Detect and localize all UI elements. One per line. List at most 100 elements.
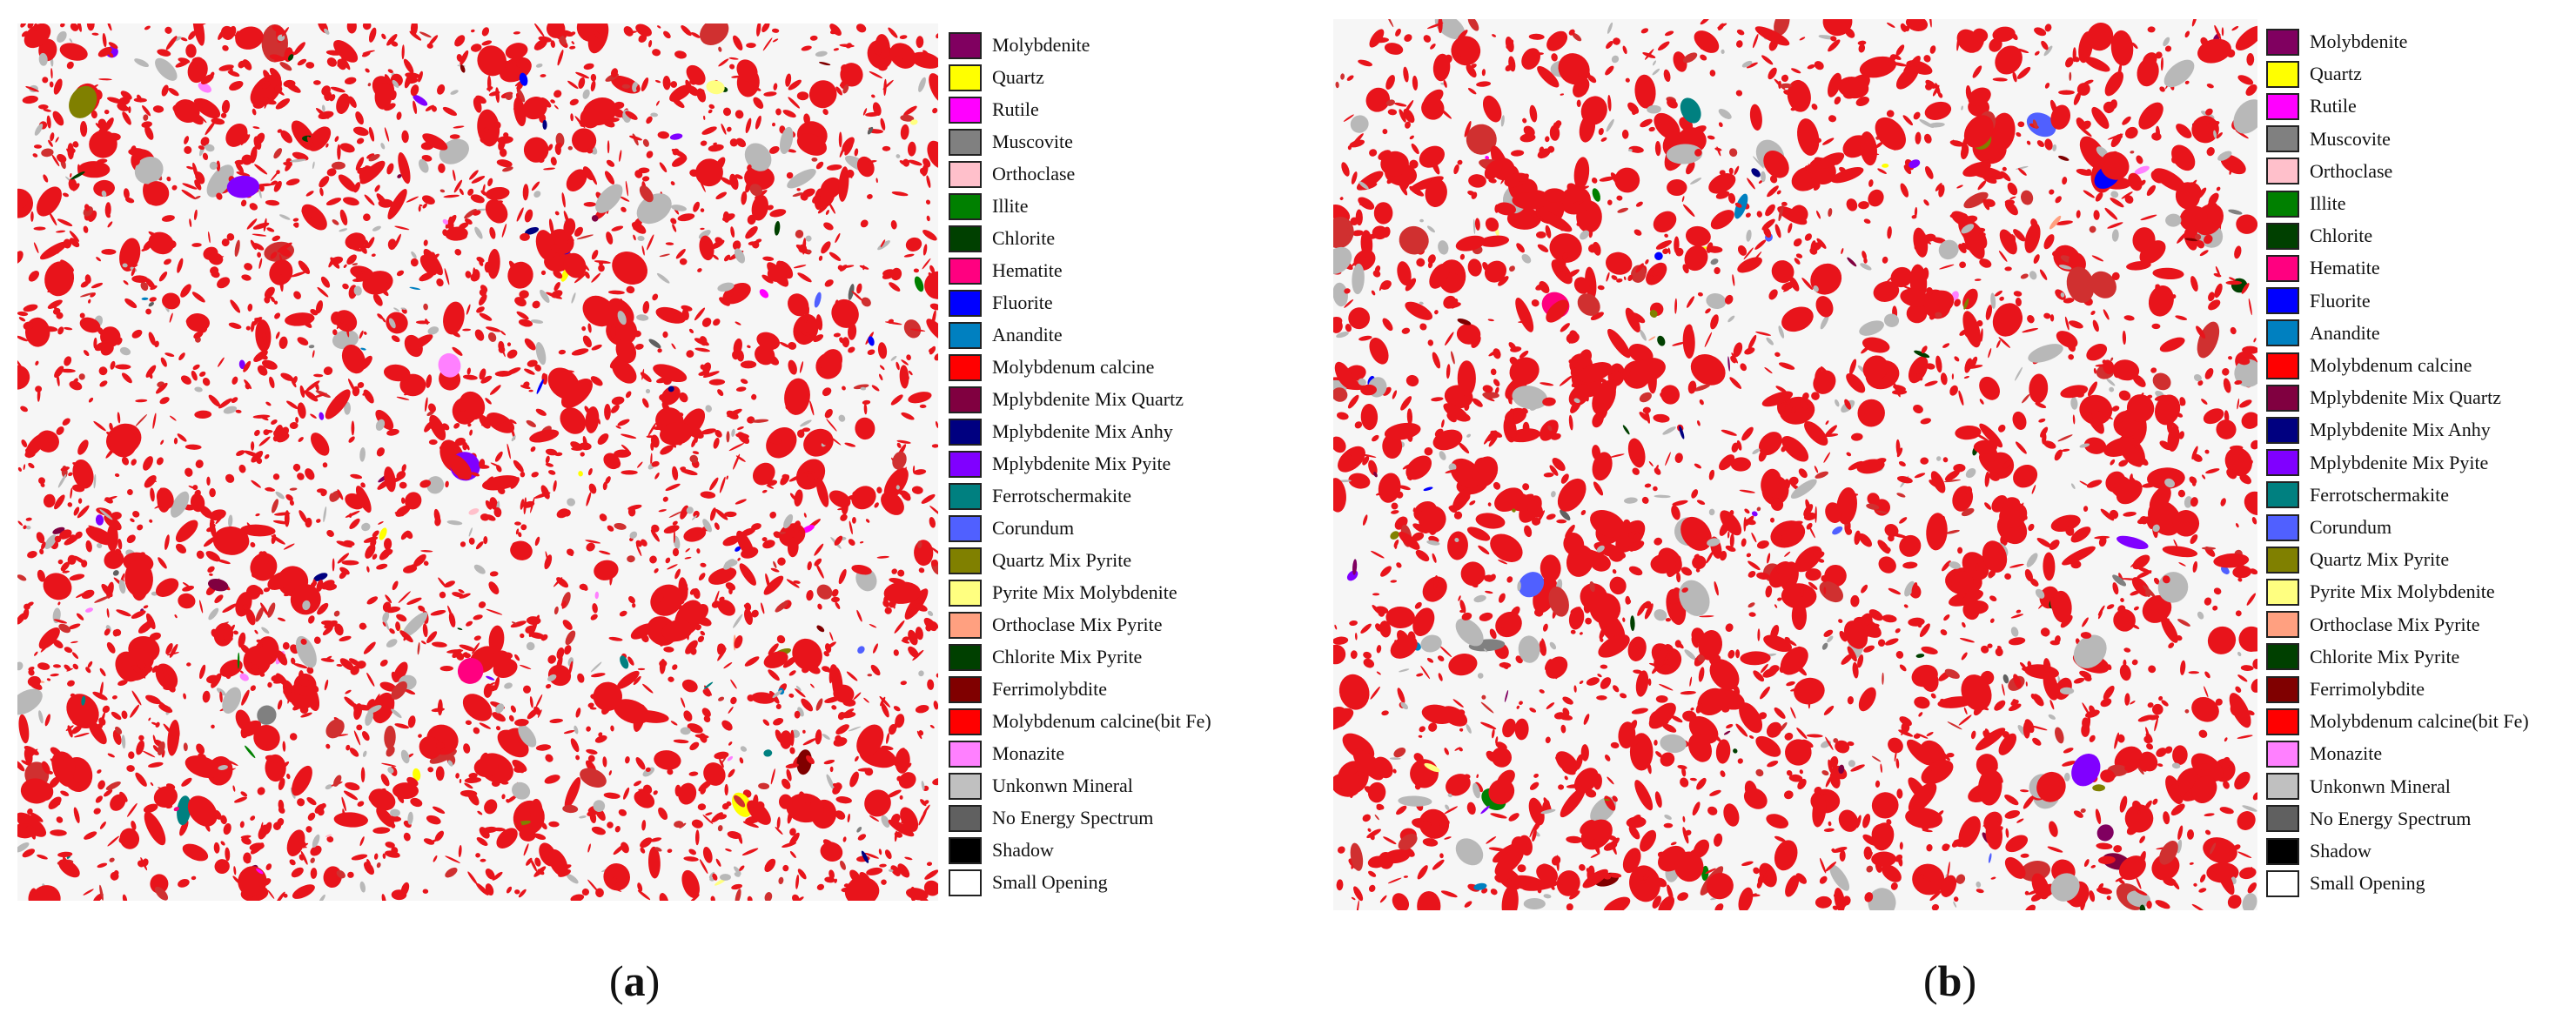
legend-swatch [2266,449,2299,477]
legend-label: Molybdenum calcine [2310,354,2472,376]
legend-item: No Energy Spectrum [949,802,1153,834]
legend-swatch [2266,28,2299,56]
legend-item: Hematite [2266,252,2380,284]
legend-swatch [2266,190,2299,218]
legend-swatch [2266,384,2299,412]
legend-item: Molybdenum calcine(bit Fe) [949,706,1211,737]
legend-label: Muscovite [2310,127,2391,150]
legend-item: Mplybdenite Mix Anhy [2266,414,2491,446]
legend-label: Hematite [992,259,1063,281]
legend-item: Anandite [949,319,1063,351]
legend-label: Rutile [2310,95,2357,117]
legend-item: Molybdenum calcine [949,352,1154,383]
legend-label: Molybdenum calcine [992,356,1155,378]
legend-swatch [949,869,982,896]
legend-item: Small Opening [2266,868,2425,899]
legend-swatch [949,643,982,671]
legend-label: Corundum [2310,516,2392,538]
legend-item: Orthoclase Mix Pyrite [949,609,1163,641]
legend-label: Pyrite Mix Molybdenite [2310,580,2495,603]
legend-item: Corundum [949,513,1074,544]
legend-item: Ferrotschermakite [949,480,1131,512]
caption-a-letter: a [623,956,646,1005]
legend-item: Molybdenum calcine [2266,350,2472,381]
legend-label: No Energy Spectrum [992,807,1154,828]
legend-item: Quartz [949,62,1044,93]
legend-item: Illite [949,191,1029,222]
legend-label: Shadow [2310,840,2371,862]
legend-swatch [949,450,982,478]
legend-item: No Energy Spectrum [2266,803,2471,835]
legend-item: Mplybdenite Mix Pyite [949,448,1171,480]
legend-swatch [2266,416,2299,444]
legend-swatch [949,547,982,574]
legend-label: Mplybdenite Mix Pyite [2310,451,2489,473]
legend-label: Quartz Mix Pyrite [2310,548,2450,571]
legend-item: Shadow [2266,835,2371,867]
legend-swatch [949,740,982,768]
legend-item: Orthoclase [949,158,1075,190]
legend-item: Molybdenite [2266,26,2407,57]
legend-label: Ferrotschermakite [992,485,1132,506]
legend-label: Chlorite Mix Pyrite [2310,645,2460,667]
legend-swatch [949,257,982,285]
legend-label: Orthoclase Mix Pyrite [992,614,1163,635]
legend-b: Molybdenite Quartz Rutile Muscovite Orthocla… [2266,26,2571,914]
legend-item: Molybdenum calcine(bit Fe) [2266,706,2529,737]
legend-swatch [2266,158,2299,185]
legend-label: Mplybdenite Mix Anhy [992,420,1173,442]
caption-b: (b) [1923,956,1976,1006]
legend-item: Quartz Mix Pyrite [949,545,1131,576]
legend-swatch [949,353,982,381]
legend-swatch [949,579,982,607]
legend-item: Mplybdenite Mix Anhy [949,416,1173,447]
legend-label: Unkonwn Mineral [992,775,1133,796]
legend-item: Ferrotschermakite [2266,480,2449,511]
legend-label: Orthoclase [2310,159,2393,182]
caption-b-close: ) [1962,956,1977,1005]
legend-item: Chlorite Mix Pyrite [949,641,1142,673]
legend-label: Illite [2310,192,2346,214]
legend-item: Unkonwn Mineral [949,770,1133,802]
legend-item: Rutile [2266,91,2357,122]
legend-item: Mplybdenite Mix Quartz [949,384,1184,415]
legend-label: Pyrite Mix Molybdenite [992,581,1177,603]
legend-item: Shadow [949,835,1054,866]
mineral-phase-map-b [1333,19,2257,910]
legend-label: Mplybdenite Mix Quartz [2310,386,2501,409]
legend-item: Quartz Mix Pyrite [2266,544,2449,575]
legend-label: Chlorite [992,227,1056,249]
legend-swatch [949,225,982,252]
legend-label: Quartz [2310,63,2362,85]
legend-item: Mplybdenite Mix Quartz [2266,382,2501,413]
legend-swatch [2266,740,2299,768]
legend-item: Rutile [949,94,1039,125]
caption-a: (a) [609,956,660,1006]
legend-swatch [2266,125,2299,153]
legend-swatch [2266,675,2299,703]
legend-label: Corundum [992,517,1075,539]
mineral-phase-map-a [17,23,938,901]
legend-swatch [2266,708,2299,735]
legend-item: Mplybdenite Mix Pyite [2266,447,2488,479]
legend-label: Muscovite [992,131,1073,152]
legend-label: Mplybdenite Mix Pyite [992,453,1171,474]
legend-label: Small Opening [2310,872,2425,895]
legend-label: Chlorite Mix Pyrite [992,646,1143,667]
legend-swatch [2266,578,2299,606]
legend-label: Chlorite [2310,225,2373,247]
legend-label: Rutile [992,98,1039,120]
legend-label: Illite [992,195,1029,217]
legend-label: Molybdenum calcine(bit Fe) [992,710,1211,732]
legend-label: Mplybdenite Mix Anhy [2310,419,2491,441]
legend-swatch [2266,352,2299,379]
legend-swatch [2266,513,2299,541]
legend-swatch [949,675,982,703]
legend-label: Molybdenum calcine(bit Fe) [2310,710,2529,733]
legend-item: Quartz [2266,58,2362,90]
legend-label: Unkonwn Mineral [2310,775,2451,797]
legend-label: Ferrotschermakite [2310,483,2450,506]
legend-swatch [949,804,982,832]
legend-label: Fluorite [2310,289,2371,312]
legend-label: No Energy Spectrum [2310,807,2472,829]
